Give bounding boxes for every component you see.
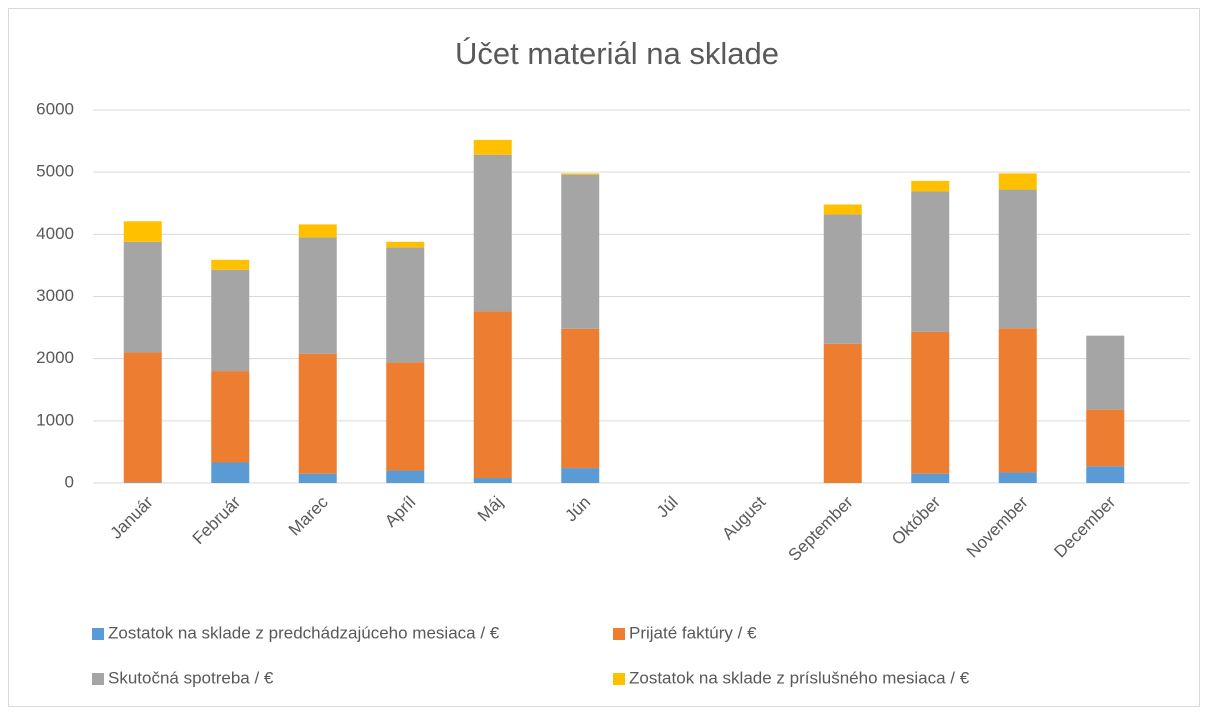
- bar-segment: [1086, 409, 1125, 467]
- bar-segment: [123, 482, 162, 483]
- bar-segment: [298, 473, 337, 483]
- chart-title: Účet materiál na sklade: [455, 36, 779, 71]
- bar-segment: [911, 331, 950, 474]
- legend-label: Skutočná spotreba / €: [108, 668, 274, 687]
- legend-swatch: [613, 673, 625, 685]
- bar-segment: [911, 180, 950, 192]
- y-tick-label: 4000: [36, 224, 74, 243]
- bar-segment: [473, 311, 512, 479]
- bar-segment: [1086, 466, 1125, 483]
- legend-swatch: [92, 628, 104, 640]
- bar-segment: [211, 462, 250, 483]
- bar-segment: [386, 362, 425, 471]
- bar-segment: [998, 173, 1037, 190]
- y-tick-label: 1000: [36, 410, 74, 429]
- bar-segment: [211, 269, 250, 372]
- legend-label: Zostatok na sklade z predchádzajúceho me…: [108, 623, 500, 642]
- bar-segment: [298, 224, 337, 238]
- bar-segment: [561, 328, 600, 469]
- bar-segment: [823, 204, 862, 215]
- bar-segment: [123, 352, 162, 483]
- bar-segment: [473, 139, 512, 155]
- bar-segment: [386, 470, 425, 483]
- bar-segment: [123, 241, 162, 353]
- bar-segment: [473, 154, 512, 312]
- y-tick-label: 0: [65, 472, 74, 491]
- bar-segment: [298, 353, 337, 474]
- bar-segment: [473, 478, 512, 483]
- legend-label: Zostatok na sklade z príslušného mesiaca…: [629, 668, 970, 687]
- bar-segment: [386, 241, 425, 248]
- bar-segment: [823, 214, 862, 344]
- bar-segment: [911, 473, 950, 483]
- bar-segment: [211, 259, 250, 270]
- bar-segment: [211, 371, 250, 463]
- bar-segment: [298, 237, 337, 354]
- bar-segment: [561, 173, 600, 175]
- legend-swatch: [613, 628, 625, 640]
- y-tick-label: 2000: [36, 348, 74, 367]
- bar-segment: [998, 328, 1037, 473]
- bar-segment: [386, 247, 425, 363]
- bar-segment: [911, 191, 950, 332]
- bar-segment: [1086, 335, 1125, 410]
- legend-label: Prijaté faktúry / €: [629, 623, 757, 642]
- y-tick-label: 5000: [36, 162, 74, 181]
- bar-segment: [123, 221, 162, 242]
- bar-segment: [823, 343, 862, 483]
- bar-segment: [998, 472, 1037, 483]
- legend-swatch: [92, 673, 104, 685]
- bar-segment: [998, 189, 1037, 329]
- y-tick-label: 3000: [36, 286, 74, 305]
- y-tick-label: 6000: [36, 99, 74, 118]
- bar-segment: [561, 468, 600, 483]
- bar-segment: [561, 174, 600, 329]
